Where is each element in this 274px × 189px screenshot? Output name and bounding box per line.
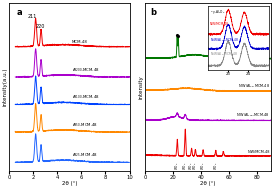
Text: a: a — [16, 8, 22, 17]
Text: Al$_{25}$-MCM-48: Al$_{25}$-MCM-48 — [72, 152, 98, 159]
Text: NiW/γ-Al$_2$O$_3$: NiW/γ-Al$_2$O$_3$ — [247, 49, 270, 57]
Text: WO$_3$: WO$_3$ — [212, 161, 219, 170]
Text: WO$_3$: WO$_3$ — [188, 161, 195, 170]
Text: WO$_3$: WO$_3$ — [173, 161, 181, 170]
Text: Al$_{50}$-MCM-48: Al$_{50}$-MCM-48 — [72, 121, 98, 129]
X-axis label: 2θ (°): 2θ (°) — [62, 181, 77, 186]
Text: NiW/Al$_{100}$-MCM-48: NiW/Al$_{100}$-MCM-48 — [236, 112, 270, 119]
Text: WO$_3$: WO$_3$ — [199, 161, 207, 170]
Y-axis label: intensity: intensity — [138, 75, 144, 99]
Text: Al$_{200}$-MCM-48: Al$_{200}$-MCM-48 — [72, 66, 100, 74]
Text: b: b — [150, 8, 156, 17]
Text: 220: 220 — [36, 24, 45, 29]
Text: NiW/Al$_{25}$-MCM-48: NiW/Al$_{25}$-MCM-48 — [238, 82, 270, 90]
Text: 211: 211 — [28, 14, 37, 19]
Text: MCM-48: MCM-48 — [72, 40, 88, 43]
Text: WO$_3$: WO$_3$ — [192, 161, 199, 170]
Text: Al$_{100}$-MCM-48: Al$_{100}$-MCM-48 — [72, 94, 100, 101]
Text: WO$_3$: WO$_3$ — [181, 161, 189, 170]
Text: NiW/MCM-48: NiW/MCM-48 — [247, 150, 270, 154]
Y-axis label: intensity(a.u.): intensity(a.u.) — [3, 67, 8, 106]
X-axis label: 2θ (°): 2θ (°) — [200, 181, 216, 186]
